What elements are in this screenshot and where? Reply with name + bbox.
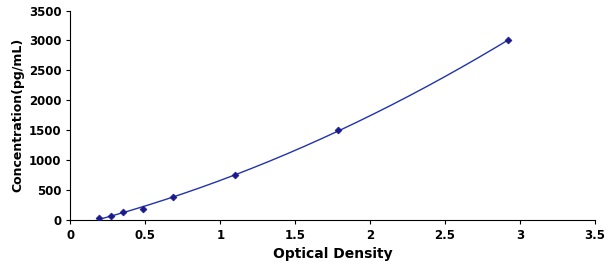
X-axis label: Optical Density: Optical Density — [273, 248, 392, 261]
Y-axis label: Concentration(pg/mL): Concentration(pg/mL) — [12, 38, 24, 192]
